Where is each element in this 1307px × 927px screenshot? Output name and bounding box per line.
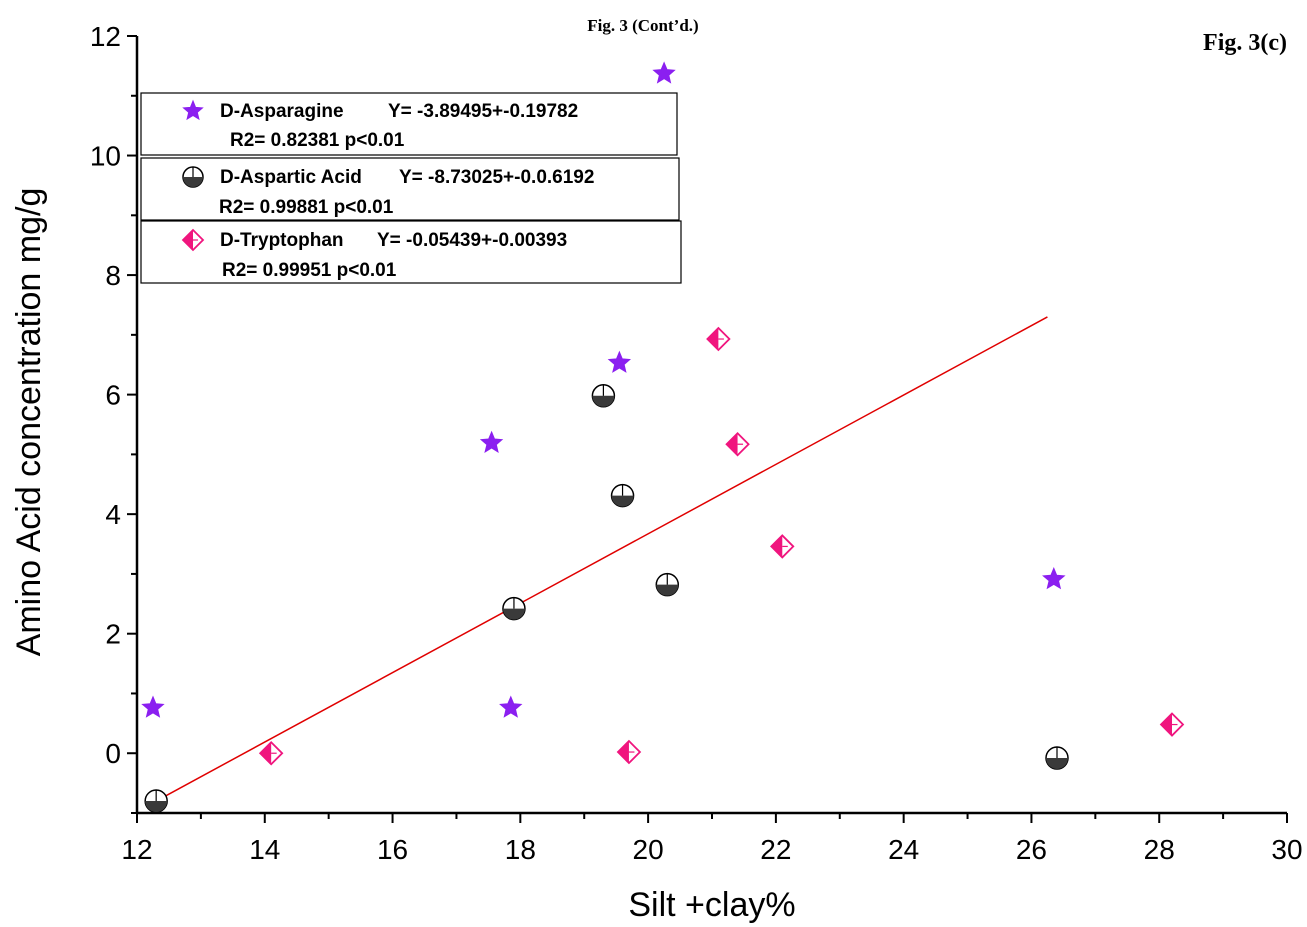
legend: D-Asparagine Y= -3.89495+-0.19782 R2= 0.… xyxy=(140,92,682,284)
data-markers xyxy=(141,61,1185,813)
d-asparagine-point xyxy=(141,695,165,718)
x-tick-label: 14 xyxy=(249,834,280,865)
panel-label: Fig. 3(c) xyxy=(1203,30,1287,56)
legend-d-asparagine-marker xyxy=(182,99,204,121)
d-tryptophan-point xyxy=(725,431,750,457)
d-asparagine-point xyxy=(499,695,523,718)
legend-tryptophan-equation: Y= -0.05439+-0.00393 xyxy=(377,230,567,251)
x-tick-label: 16 xyxy=(377,834,408,865)
d-asparagine-point xyxy=(1042,566,1066,590)
d-tryptophan-point xyxy=(258,740,284,766)
x-tick-label: 18 xyxy=(505,834,536,865)
y-tick-label: 8 xyxy=(105,260,121,291)
x-tick-label: 20 xyxy=(633,834,664,865)
y-ticks: 0 2 4 6 8 10 12 xyxy=(90,21,137,814)
legend-d-tryptophan-marker xyxy=(181,228,205,252)
x-tick-label: 12 xyxy=(121,834,152,865)
x-tick-label: 24 xyxy=(888,834,919,865)
d-aspartic-acid-point xyxy=(591,384,616,408)
legend-box-aspartic-acid xyxy=(140,157,680,221)
y-axis-title: Amino Acid concentration mg/g xyxy=(10,188,48,657)
legend-aspartic-acid-name: D-Aspartic Acid xyxy=(220,167,362,188)
d-aspartic-acid-point xyxy=(655,572,680,597)
x-tick-label: 30 xyxy=(1271,834,1302,865)
regression-fit-line xyxy=(155,316,1048,802)
x-tick-label: 22 xyxy=(760,834,791,865)
y-tick-label: 0 xyxy=(105,738,121,769)
legend-box-tryptophan xyxy=(140,220,682,284)
legend-asparagine-name: D-Asparagine xyxy=(220,101,344,122)
x-tick-label: 28 xyxy=(1144,834,1175,865)
legend-box-asparagine xyxy=(140,92,678,156)
x-ticks: 12 14 16 18 20 22 24 26 28 30 xyxy=(121,813,1303,865)
y-tick-label: 6 xyxy=(105,380,121,411)
d-tryptophan-point xyxy=(706,326,731,352)
d-aspartic-acid-point xyxy=(502,596,526,621)
d-tryptophan-point xyxy=(1159,712,1185,737)
legend-asparagine-equation: Y= -3.89495+-0.19782 xyxy=(388,101,578,122)
y-tick-label: 12 xyxy=(90,21,121,52)
legend-asparagine-stats: R2= 0.82381 p<0.01 xyxy=(230,130,405,151)
legend-aspartic-acid-stats: R2= 0.99881 p<0.01 xyxy=(219,197,394,218)
x-tick-label: 26 xyxy=(1016,834,1047,865)
legend-aspartic-acid-equation: Y= -8.73025+-0.0.6192 xyxy=(399,167,594,188)
legend-d-aspartic-acid-marker xyxy=(182,166,204,188)
d-asparagine-point xyxy=(652,61,676,84)
d-tryptophan-point xyxy=(616,739,642,765)
y-tick-label: 4 xyxy=(105,499,121,530)
y-tick-label: 10 xyxy=(90,141,121,172)
legend-tryptophan-stats: R2= 0.99951 p<0.01 xyxy=(222,260,397,281)
x-axis-title: Silt +clay% xyxy=(628,886,795,924)
d-aspartic-acid-point xyxy=(610,483,635,508)
d-asparagine-point xyxy=(479,430,504,453)
d-aspartic-acid-point xyxy=(1045,746,1069,770)
d-aspartic-acid-point xyxy=(144,789,168,813)
d-tryptophan-point xyxy=(770,534,795,559)
d-asparagine-point xyxy=(607,350,632,373)
y-tick-label: 2 xyxy=(105,619,121,650)
figure-caption: Fig. 3 (Cont’d.) xyxy=(587,16,698,35)
legend-tryptophan-name: D-Tryptophan xyxy=(220,230,344,251)
